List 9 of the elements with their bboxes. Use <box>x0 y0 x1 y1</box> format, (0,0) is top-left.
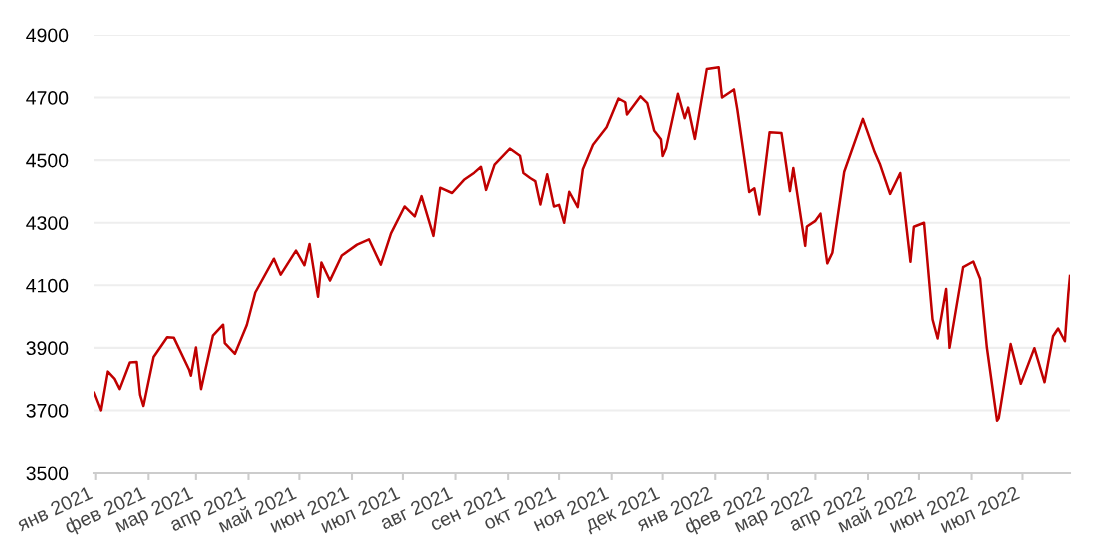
y-tick-label: 4500 <box>26 153 69 168</box>
y-tick-label: 3500 <box>26 466 69 481</box>
y-tick-label: 4300 <box>26 216 69 230</box>
y-tick-label: 3700 <box>26 403 69 418</box>
line-series <box>94 65 1070 422</box>
y-tick-label: 3900 <box>26 341 69 356</box>
y-tick-label: 4900 <box>26 28 69 43</box>
y-tick-label: 4100 <box>26 278 69 293</box>
y-tick-label: 4700 <box>26 91 69 105</box>
